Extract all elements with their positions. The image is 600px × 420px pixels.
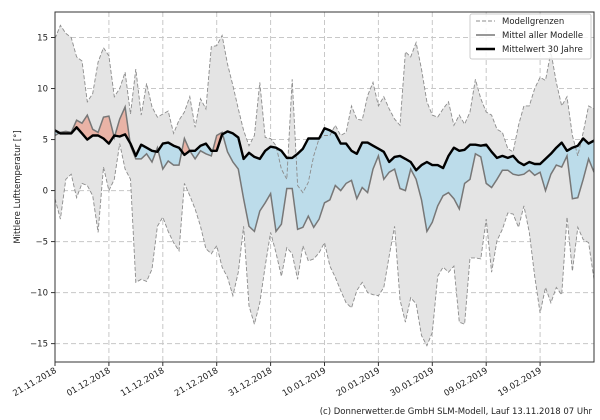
x-tick-label: 30.01.2019 <box>389 366 436 399</box>
x-tick-label: 21.11.2018 <box>11 366 58 399</box>
x-tick-label: 20.01.2019 <box>335 366 382 399</box>
model-lower-bound-line <box>55 143 594 347</box>
y-axis-label: Mittlere Lufttemperatur [°] <box>13 130 23 243</box>
legend-label-mean: Mittel aller Modelle <box>502 31 583 41</box>
legend-label-range: Modellgrenzen <box>502 17 564 27</box>
model-upper-bound-line <box>55 24 594 194</box>
legend: Modellgrenzen Mittel aller Modelle Mitte… <box>469 13 592 60</box>
x-tick-label: 10.01.2019 <box>281 366 328 399</box>
x-tick-label: 01.12.2018 <box>65 366 112 399</box>
y-tick-label: −15 <box>30 340 48 350</box>
x-tick-label: 19.02.2019 <box>496 366 543 399</box>
x-tick-label: 09.02.2019 <box>443 366 490 399</box>
y-tick-label: −5 <box>35 238 48 248</box>
y-tick-label: 15 <box>37 34 48 44</box>
y-axis: 15 10 5 0 −5 −10 −15 <box>30 34 55 350</box>
y-tick-label: 10 <box>37 85 48 95</box>
x-axis: 21.11.2018 01.12.2018 11.12.2018 21.12.2018… <box>11 362 544 399</box>
y-tick-label: 5 <box>43 136 48 146</box>
x-tick-label: 11.12.2018 <box>119 366 166 399</box>
y-tick-label: −10 <box>30 289 48 299</box>
legend-box <box>469 13 592 60</box>
x-tick-label: 31.12.2018 <box>227 366 274 399</box>
model-mean-line <box>55 104 594 234</box>
climate-30yr-line <box>55 126 594 172</box>
colder-than-climate-fill <box>55 127 594 232</box>
legend-label-climate: Mittelwert 30 Jahre <box>502 45 583 55</box>
copyright-footer: (c) Donnerwetter.de GmbH SLM-Modell, Lau… <box>320 407 593 417</box>
y-tick-label: 0 <box>43 187 48 197</box>
x-tick-label: 21.12.2018 <box>173 366 220 399</box>
